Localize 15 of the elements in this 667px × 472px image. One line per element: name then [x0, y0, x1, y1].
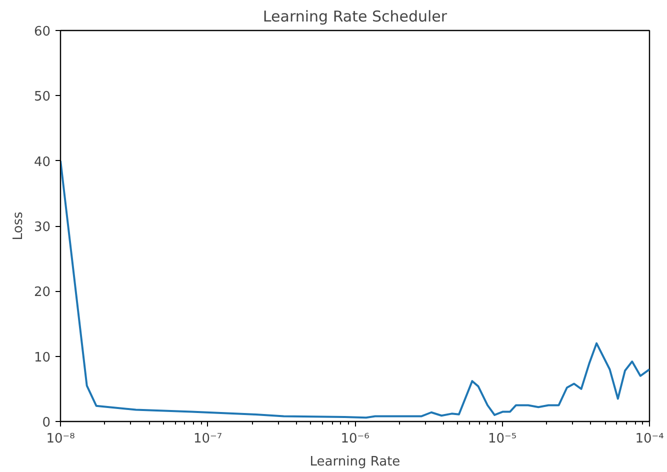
y-tick-label: 20: [34, 285, 51, 300]
y-tick-label: 10: [34, 350, 51, 366]
x-tick-label: 10⁻⁷: [193, 432, 222, 446]
y-tick-label: 0: [42, 416, 51, 430]
x-tick-label: 10⁻⁶: [340, 432, 370, 446]
x-tick-label: 10⁻⁵: [488, 432, 517, 446]
x-axis-title: Learning Rate: [310, 454, 400, 470]
chart-title: Learning Rate Scheduler: [262, 8, 448, 26]
x-tick-label: 10⁻⁴: [635, 432, 664, 446]
y-tick-label: 40: [34, 154, 51, 170]
y-tick-label: 50: [34, 90, 51, 105]
x-tick-label: 10⁻⁸: [46, 432, 75, 446]
y-tick-label: 30: [34, 220, 51, 235]
y-tick-label: 60: [34, 24, 51, 40]
y-axis-title: Loss: [10, 212, 26, 240]
